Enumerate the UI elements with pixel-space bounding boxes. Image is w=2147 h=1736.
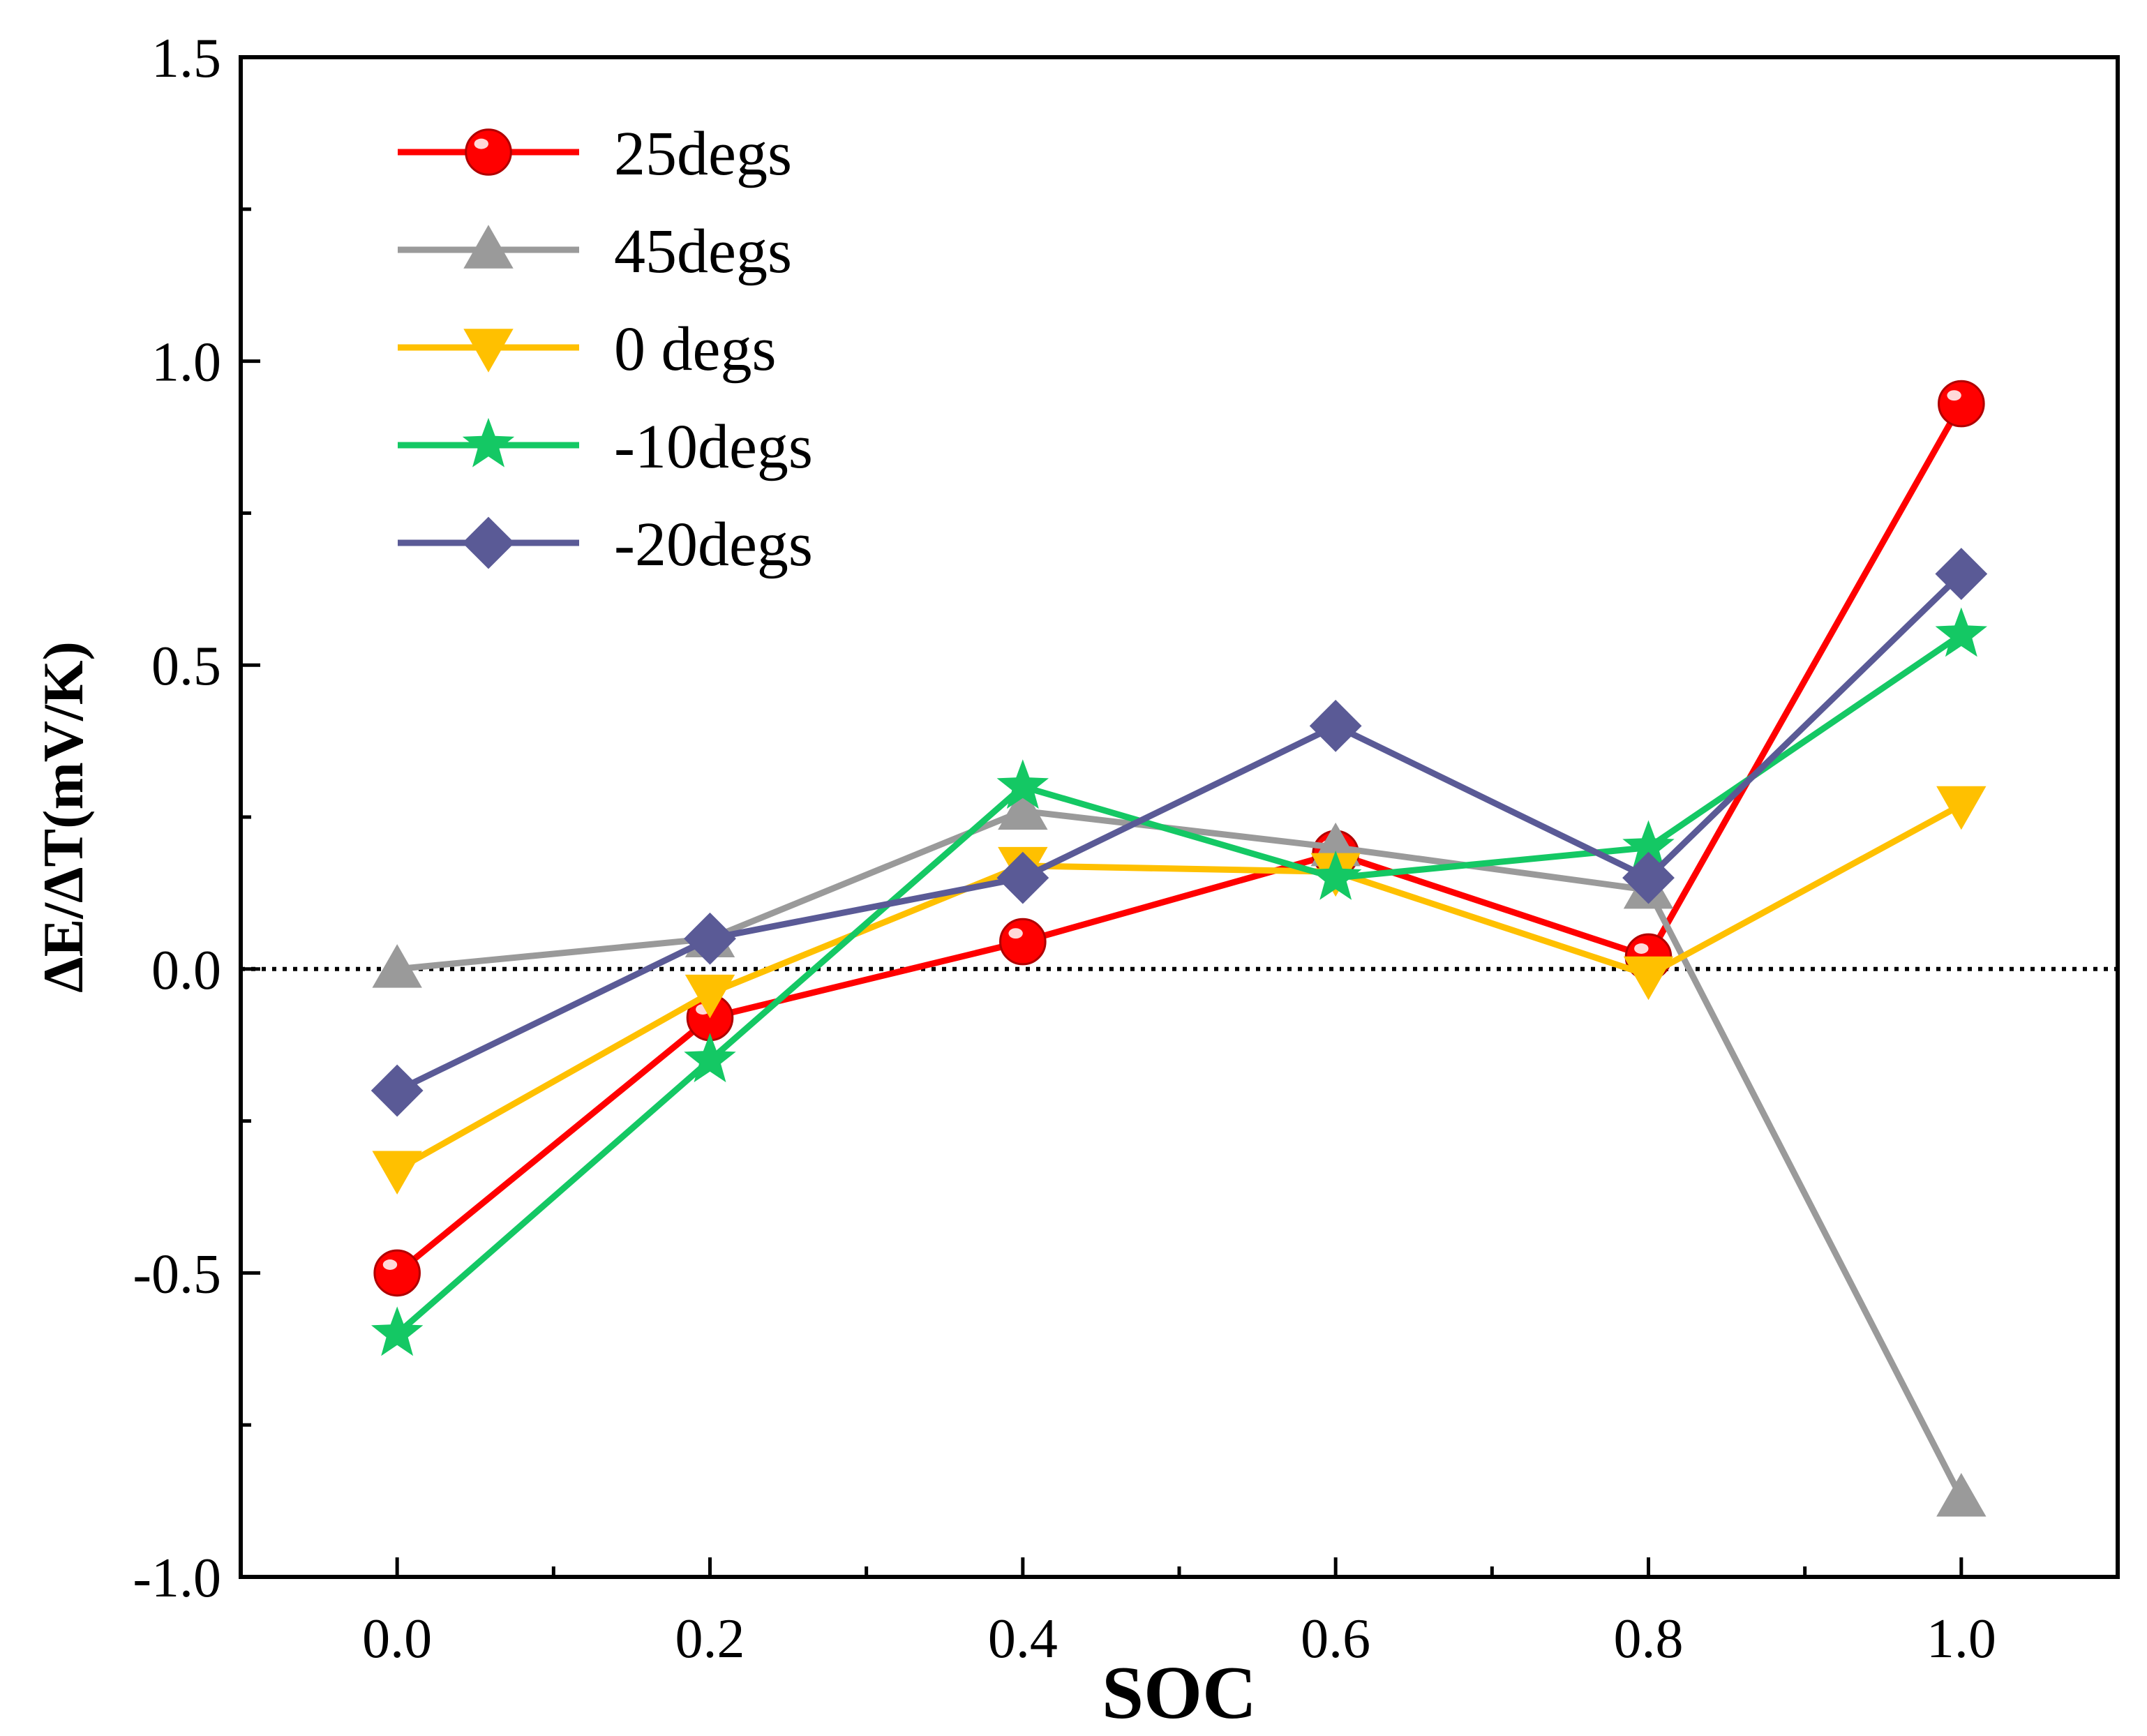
data-point [996,759,1049,809]
data-point [1938,380,1985,428]
y-tick-label: 0.0 [151,940,221,1001]
series-line [396,571,1963,1094]
data-point [373,1249,421,1297]
data-point [1936,786,1987,830]
series-line [395,802,1963,1173]
legend-marker [463,329,514,373]
series-line [396,807,1964,1499]
data-point [998,786,1048,830]
plot-frame [239,55,2120,1579]
data-point [372,1151,422,1195]
x-tick-label: 0.4 [988,1608,1058,1670]
data-point [1935,607,1987,657]
legend-label: -20degs [614,510,813,579]
marker-highlight [1947,390,1961,401]
legend-item: -10degs [398,412,813,481]
legend-item: 45degs [398,217,792,286]
series-3 [371,607,1987,1356]
x-tick-label: 0.6 [1301,1608,1370,1670]
data-point [685,974,735,1019]
y-tick-label: 0.5 [151,636,221,697]
x-tick-label: 0.8 [1614,1608,1684,1670]
data-point [999,918,1047,966]
legend-marker [462,417,515,467]
legend-label: 25degs [614,119,792,188]
x-tick-label: 0.2 [675,1608,745,1670]
marker-highlight [1634,943,1649,954]
legend-item: 0 degs [398,315,776,384]
data-point [996,851,1049,904]
marker-highlight [474,138,488,149]
data-point [1935,548,1988,600]
x-tick-label: 0.0 [362,1608,432,1670]
y-axis-title: ΔE/ΔT(mV/K) [31,641,95,993]
data-point [372,944,422,988]
legend-item: -20degs [398,510,813,579]
legend-label: -10degs [614,412,813,481]
data-point [1310,851,1362,900]
legend-marker [465,128,512,176]
marker-highlight [1008,928,1023,939]
data-point [1309,699,1362,752]
series-line [395,402,1964,1275]
ticks-layer: 0.0 0.2 0.4 0.6 0.8 1.0 -1.0 -0.5 0.0 0.5 1.0 1.5 [133,28,1996,1670]
data-point [1936,1473,1987,1517]
marker-highlight [382,1259,398,1270]
legend-marker [462,516,515,569]
y-tick-label: 1.0 [151,332,221,394]
data-point [371,1306,424,1356]
y-tick-label: 1.5 [151,28,221,89]
series-4 [371,548,1988,1117]
y-tick-label: -1.0 [133,1548,221,1609]
data-point [1623,956,1674,1001]
legend: 25degs 45degs 0 degs -10degs -20degs [398,119,813,579]
data-point [684,1033,736,1083]
legend-item: 25degs [398,119,792,188]
data-point [1622,820,1675,870]
x-axis-title: SOC [1102,1652,1257,1735]
series-layer [371,380,1988,1517]
y-tick-label: -0.5 [133,1243,221,1305]
data-point [371,1064,424,1117]
x-tick-label: 1.0 [1927,1608,1996,1670]
legend-label: 0 degs [614,315,776,384]
data-point [684,912,736,965]
data-point [1622,851,1675,904]
series-2 [372,786,1987,1195]
labels-layer: SOC ΔE/ΔT(mV/K) [31,641,1257,1735]
legend-label: 45degs [614,217,792,286]
legend-marker [463,225,514,269]
series-line [395,631,1963,1336]
